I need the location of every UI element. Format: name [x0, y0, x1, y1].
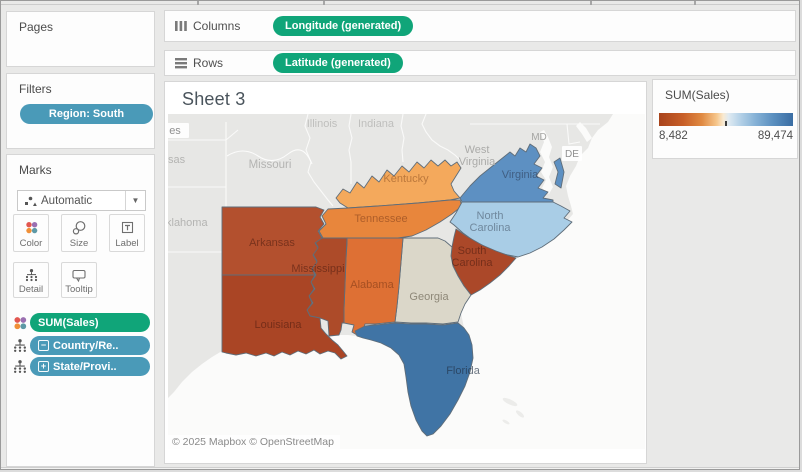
- toolbar-divider: [590, 1, 592, 5]
- mark-type-value: Automatic: [41, 194, 93, 207]
- chevron-down-icon[interactable]: ▼: [125, 191, 145, 210]
- pages-title: Pages: [19, 20, 54, 34]
- marks-pill-sum-sales[interactable]: SUM(Sales): [30, 313, 150, 332]
- map-attribution: © 2025 Mapbox © OpenStreetMap: [168, 435, 340, 449]
- map-label: DE: [565, 149, 579, 160]
- legend-gradient-bar[interactable]: [659, 113, 793, 126]
- map-label: Georgia: [409, 291, 449, 303]
- columns-label: Columns: [193, 19, 241, 33]
- map-state-borders: [168, 114, 600, 253]
- state-north-carolina[interactable]: [449, 201, 573, 258]
- map-label-chip: [168, 123, 189, 138]
- columns-shelf[interactable]: Columns Longitude (generated): [164, 10, 796, 42]
- color-dots-icon: [25, 222, 37, 234]
- map-label: Alabama: [350, 279, 394, 291]
- marks-title: Marks: [19, 163, 52, 177]
- columns-icon: [175, 21, 187, 31]
- marks-pill-label: SUM(Sales): [38, 316, 99, 329]
- map-label: Tennessee: [354, 213, 407, 225]
- map-states: [221, 143, 573, 437]
- label-icon: [121, 221, 133, 234]
- collapse-minus-icon[interactable]: −: [38, 340, 49, 351]
- map-label: Arkansas: [249, 237, 295, 249]
- mark-type-icon: [25, 196, 37, 206]
- legend-title: SUM(Sales): [665, 88, 730, 102]
- detail-icon: [25, 269, 37, 282]
- map-label: MD: [531, 132, 547, 143]
- legend-min-value: 8,482: [659, 130, 688, 142]
- map-islands: [502, 397, 525, 425]
- legend-max-value: 89,474: [757, 130, 793, 142]
- map-label: Florida: [446, 365, 481, 377]
- status-bar-edge: [1, 467, 799, 469]
- marks-pill-label: State/Provi..: [53, 360, 117, 373]
- size-button[interactable]: Size: [61, 214, 97, 252]
- map-label: Virginia: [502, 169, 539, 181]
- label-button[interactable]: Label: [109, 214, 145, 252]
- top-toolbar-edge: [1, 4, 799, 5]
- map-label: Indiana: [358, 118, 395, 130]
- filters-shelf[interactable]: Filters Region: South: [6, 73, 155, 149]
- state-florida[interactable]: [354, 322, 474, 437]
- pages-shelf[interactable]: Pages: [6, 11, 155, 67]
- map-label: Carolina: [452, 257, 494, 269]
- legend-center-tick: [724, 121, 727, 126]
- filter-pill-region-south[interactable]: Region: South: [20, 104, 153, 124]
- map-label: Carolina: [470, 222, 512, 234]
- rows-icon: [175, 58, 187, 69]
- rows-label: Rows: [193, 56, 224, 70]
- detail-button[interactable]: Detail: [13, 262, 49, 298]
- label-button-label: Label: [115, 237, 139, 249]
- state-louisiana[interactable]: [221, 274, 348, 360]
- size-icon: [72, 221, 86, 235]
- map-label: Mississippi: [291, 263, 344, 275]
- toolbar-divider: [323, 1, 325, 5]
- sheet-title: Sheet 3: [182, 89, 246, 109]
- map-viewport[interactable]: es sas Missouri Illinois Indiana klahoma West V…: [168, 114, 645, 449]
- map-label: North: [477, 210, 504, 222]
- map-label: es: [169, 125, 181, 137]
- rows-pill-latitude[interactable]: Latitude (generated): [273, 53, 403, 73]
- detail-icon: [14, 359, 26, 373]
- marks-pill-label: Country/Re..: [53, 339, 119, 352]
- tooltip-button[interactable]: Tooltip: [61, 262, 97, 298]
- color-button[interactable]: Color: [13, 214, 49, 252]
- map-label: Missouri: [249, 159, 292, 171]
- tooltip-button-label: Tooltip: [65, 283, 93, 295]
- map-label: klahoma: [168, 217, 208, 229]
- map-label: Louisiana: [254, 319, 302, 331]
- toolbar-divider: [694, 1, 696, 5]
- worksheet-view: Sheet 3: [164, 81, 647, 464]
- state-tennessee[interactable]: [318, 199, 463, 239]
- rows-shelf[interactable]: Rows Latitude (generated): [164, 50, 796, 76]
- map-label: sas: [168, 154, 186, 166]
- marks-card: Marks Automatic ▼ Color S: [6, 154, 155, 467]
- color-legend: SUM(Sales) 8,482 89,474: [652, 79, 798, 159]
- marks-pill-country-region[interactable]: − Country/Re..: [30, 336, 150, 355]
- map-label: West: [465, 144, 490, 156]
- map-label: South: [458, 245, 487, 257]
- columns-pill-longitude[interactable]: Longitude (generated): [273, 16, 414, 36]
- toolbar-divider: [197, 1, 199, 5]
- map-bays: [540, 122, 592, 194]
- map-label: Kentucky: [383, 173, 429, 185]
- size-button-label: Size: [69, 237, 89, 249]
- color-button-label: Color: [19, 237, 43, 249]
- marks-pill-state-province[interactable]: + State/Provi..: [30, 357, 150, 376]
- detail-button-label: Detail: [18, 283, 44, 295]
- map-label: Virginia: [459, 156, 496, 168]
- detail-icon: [14, 338, 26, 352]
- map-label: Illinois: [307, 118, 338, 130]
- state-virginia[interactable]: [459, 143, 554, 203]
- state-virginia-eastern-shore[interactable]: [553, 157, 565, 189]
- mark-type-dropdown[interactable]: Automatic ▼: [17, 190, 146, 211]
- tooltip-icon: [72, 269, 86, 283]
- filters-title: Filters: [19, 82, 52, 96]
- expand-plus-icon[interactable]: +: [38, 361, 49, 372]
- color-dots-icon: [14, 316, 27, 329]
- map-label-chip: [562, 146, 582, 161]
